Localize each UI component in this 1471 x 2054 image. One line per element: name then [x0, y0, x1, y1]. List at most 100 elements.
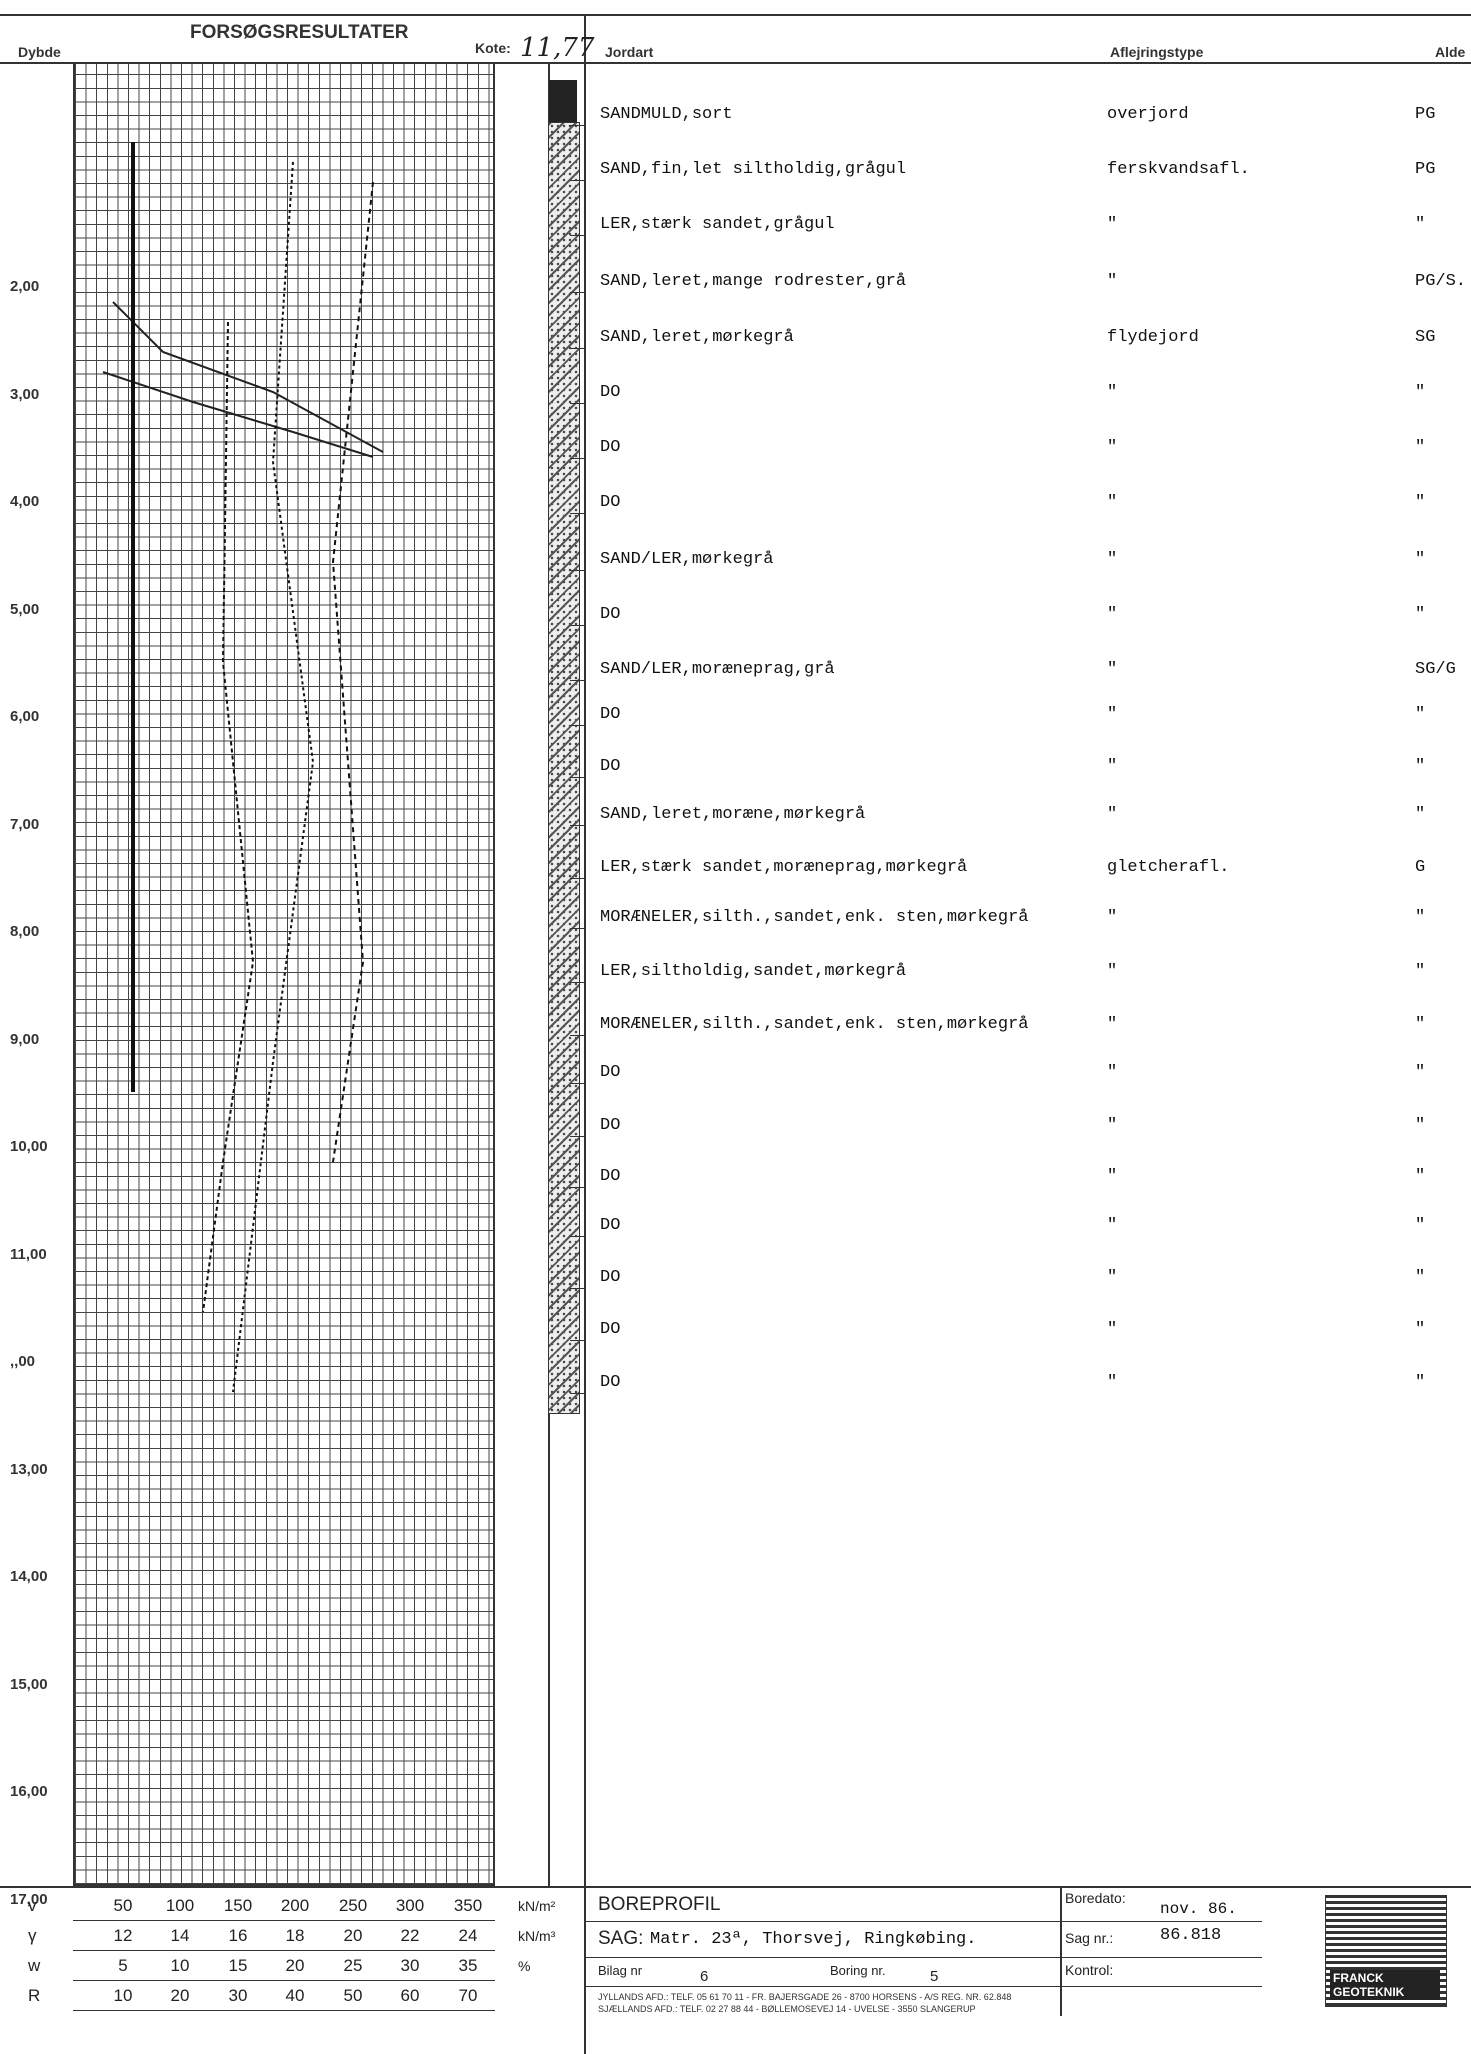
layer-age: PG	[1415, 160, 1436, 179]
layer-deposit: "	[1107, 1063, 1118, 1082]
deposit-type-header: Aflejringstype	[1110, 44, 1204, 60]
layer-age: "	[1415, 438, 1426, 457]
layer-soil: DO	[600, 1373, 621, 1392]
layer-deposit: "	[1107, 757, 1118, 776]
boredato-label: Boredato:	[1065, 1890, 1126, 1906]
scale-row-line	[73, 1980, 495, 1981]
depth-label: ,,00	[10, 1353, 36, 1370]
layer-tick	[570, 570, 586, 571]
depth-label: 9,00	[10, 1030, 40, 1048]
layer-age: "	[1415, 1116, 1426, 1135]
layer-deposit: "	[1107, 1216, 1118, 1235]
scale-value: 70	[458, 1986, 478, 2005]
layer-soil: DO	[600, 705, 621, 724]
test-results-grid	[73, 62, 495, 1886]
footer-top-border	[586, 1886, 1471, 1888]
layer-deposit: "	[1107, 1320, 1118, 1339]
depth-label: 14,00	[10, 1568, 48, 1585]
bilag-label: Bilag nr	[598, 1963, 643, 1978]
layer-tick	[570, 235, 586, 236]
scale-unit: kN/m²	[518, 1898, 556, 1914]
scale-value: 350	[453, 1896, 483, 1915]
layer-soil: DO	[600, 1167, 621, 1186]
kote-value: 11,77	[520, 33, 595, 63]
address-jylland: JYLLANDS AFD.: TELF. 05 61 70 11 - FR. B…	[598, 1992, 1012, 2002]
scale-row-line	[73, 2010, 495, 2011]
layer-tick	[570, 348, 586, 349]
layer-age: "	[1415, 605, 1426, 624]
sagnr-value: 86.818	[1160, 1926, 1222, 1945]
scale-value: 150	[223, 1896, 253, 1915]
scale-value: 35	[458, 1956, 478, 1975]
layer-tick	[570, 125, 586, 126]
layer-age: "	[1415, 805, 1426, 824]
boredato-value: nov. 86.	[1160, 1900, 1237, 1918]
layer-soil: SAND,leret,mørkegrå	[600, 328, 794, 347]
layer-age: SG/G	[1415, 660, 1456, 679]
layer-deposit: "	[1107, 215, 1118, 234]
layer-tick	[570, 180, 586, 181]
footer-divider	[1060, 1886, 1062, 2016]
depth-label: 16,00	[10, 1783, 48, 1800]
layer-tick	[570, 777, 586, 778]
footer-row-line-1	[586, 1921, 1262, 1922]
scale-value: 5	[118, 1956, 128, 1975]
sag-value: Matr. 23ª, Thorsvej, Ringkøbing.	[650, 1930, 977, 1949]
layer-deposit: "	[1107, 805, 1118, 824]
layer-age: "	[1415, 1373, 1426, 1392]
layer-soil: DO	[600, 1216, 621, 1235]
scale-value: 15	[228, 1956, 248, 1975]
layer-age: "	[1415, 1216, 1426, 1235]
scale-value: 60	[400, 1986, 420, 2005]
layer-tick	[570, 825, 586, 826]
layer-tick	[570, 928, 586, 929]
layer-tick	[570, 1035, 586, 1036]
depth-label: 17,00	[10, 1890, 48, 1908]
scale-value: 18	[285, 1926, 305, 1945]
scale-value: 250	[338, 1896, 368, 1915]
layer-deposit: "	[1107, 705, 1118, 724]
header-bottom-border	[0, 62, 1471, 64]
layer-tick	[570, 982, 586, 983]
layer-soil: SAND/LER,moræneprag,grå	[600, 660, 835, 679]
layer-soil: SANDMULD,sort	[600, 105, 733, 124]
layer-deposit: gletcherafl.	[1107, 858, 1230, 877]
depth-label: 11,00	[10, 1245, 47, 1263]
depth-label: 8,00	[10, 923, 40, 940]
layer-soil: DO	[600, 383, 621, 402]
layer-age: "	[1415, 1063, 1426, 1082]
scale-symbol: v	[28, 1896, 37, 1915]
scale-symbol: γ	[28, 1926, 37, 1945]
layer-tick	[570, 1288, 586, 1289]
layer-deposit: "	[1107, 1116, 1118, 1135]
layer-deposit: "	[1107, 1268, 1118, 1287]
scale-value: 25	[343, 1956, 363, 1975]
sag-label: SAG:	[598, 1928, 644, 1949]
layer-age: "	[1415, 493, 1426, 512]
layer-age: "	[1415, 383, 1426, 402]
layer-tick	[570, 725, 586, 726]
company-logo: FRANCK GEOTEKNIK	[1325, 1895, 1447, 2007]
scale-value: 14	[170, 1926, 190, 1945]
layer-soil: DO	[600, 605, 621, 624]
kote-label: Kote:	[475, 40, 511, 56]
layer-deposit: "	[1107, 962, 1118, 981]
layer-tick	[570, 513, 586, 514]
depth-label: 7,00	[10, 815, 40, 833]
layer-deposit: "	[1107, 605, 1118, 624]
scale-value: 30	[228, 1986, 248, 2005]
top-border	[0, 14, 1471, 16]
boring-label: Boring nr.	[830, 1963, 886, 1978]
address-sjaelland: SJÆLLANDS AFD.: TELF. 02 27 88 44 - BØLL…	[598, 2004, 976, 2014]
layer-age: "	[1415, 1268, 1426, 1287]
layer-soil: SAND,leret,moræne,mørkegrå	[600, 805, 866, 824]
layer-tick	[570, 680, 586, 681]
scale-value: 20	[170, 1986, 190, 2005]
layer-soil: LER,stærk sandet,moræneprag,mørkegrå	[600, 858, 968, 877]
scale-value: 20	[285, 1956, 305, 1975]
layer-soil: SAND,fin,let siltholdig,grågul	[600, 160, 907, 179]
layer-soil: SAND,leret,mange rodrester,grå	[600, 272, 907, 291]
layer-soil: DO	[600, 1116, 621, 1135]
scale-value: 100	[165, 1896, 195, 1915]
layer-age: "	[1415, 908, 1426, 927]
